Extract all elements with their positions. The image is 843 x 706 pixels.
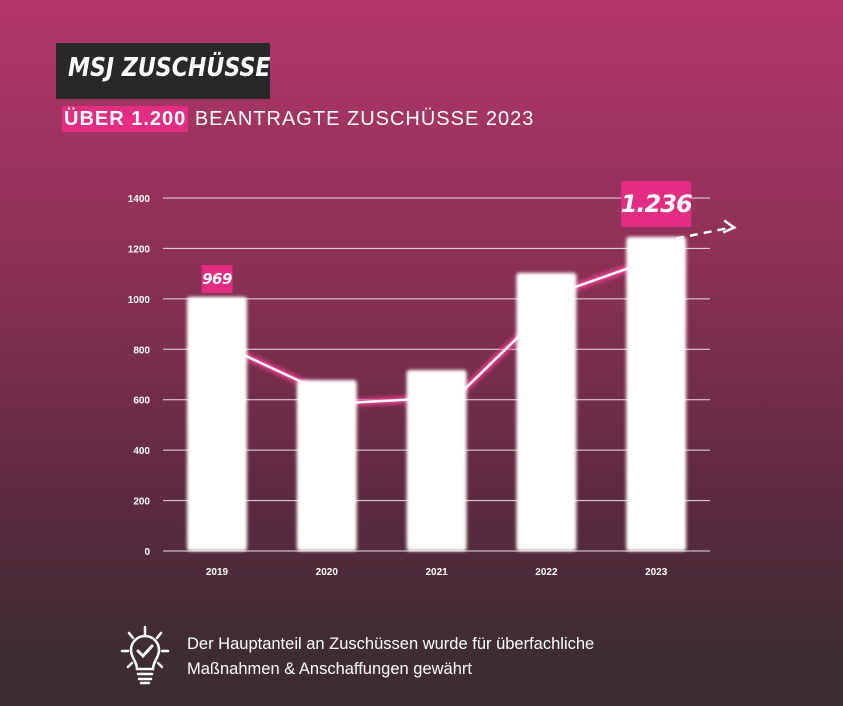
subtitle: ÜBER 1.200 BEANTRAGTE ZUSCHÜSSE 2023 — [62, 106, 535, 132]
lightbulb-check-icon — [120, 625, 170, 692]
title-box: MSJ ZUSCHÜSSE — [56, 43, 271, 99]
trend-arrow — [675, 226, 732, 240]
y-tick-label: 1200 — [128, 244, 151, 255]
y-tick-label: 600 — [133, 396, 150, 407]
bar-2020 — [296, 380, 357, 551]
x-tick-label: 2021 — [425, 567, 448, 578]
data-label: 969 — [202, 270, 232, 288]
y-tick-label: 0 — [144, 547, 150, 558]
bar-2022 — [516, 272, 577, 551]
subtitle-highlight: ÜBER 1.200 — [62, 106, 189, 132]
x-tick-label: 2019 — [206, 567, 229, 578]
page-title: MSJ ZUSCHÜSSE — [68, 53, 271, 83]
y-tick-label: 200 — [133, 497, 150, 508]
bar-2019 — [187, 296, 247, 551]
x-tick-label: 2023 — [645, 567, 668, 578]
data-label-box — [201, 265, 233, 293]
y-tick-label: 400 — [133, 446, 150, 457]
data-label-box — [621, 181, 692, 227]
x-tick-label: 2020 — [316, 567, 339, 578]
y-tick-label: 1000 — [128, 295, 151, 306]
y-tick-label: 800 — [133, 345, 150, 356]
footer-note: Der Hauptanteil an Zuschüssen wurde für … — [187, 632, 594, 682]
trend-arrowhead — [722, 219, 737, 234]
x-tick-label: 2022 — [535, 567, 558, 578]
y-tick-label: 1400 — [128, 194, 151, 205]
bar-2023 — [626, 236, 687, 551]
subtitle-rest: BEANTRAGTE ZUSCHÜSSE 2023 — [194, 108, 535, 130]
data-label: 1.236 — [621, 190, 692, 218]
footer-line-2: Maßnahmen & Anschaffungen gewährt — [187, 660, 472, 678]
footer-line-1: Der Hauptanteil an Zuschüssen wurde für … — [187, 635, 595, 653]
bar-2021 — [406, 369, 467, 551]
